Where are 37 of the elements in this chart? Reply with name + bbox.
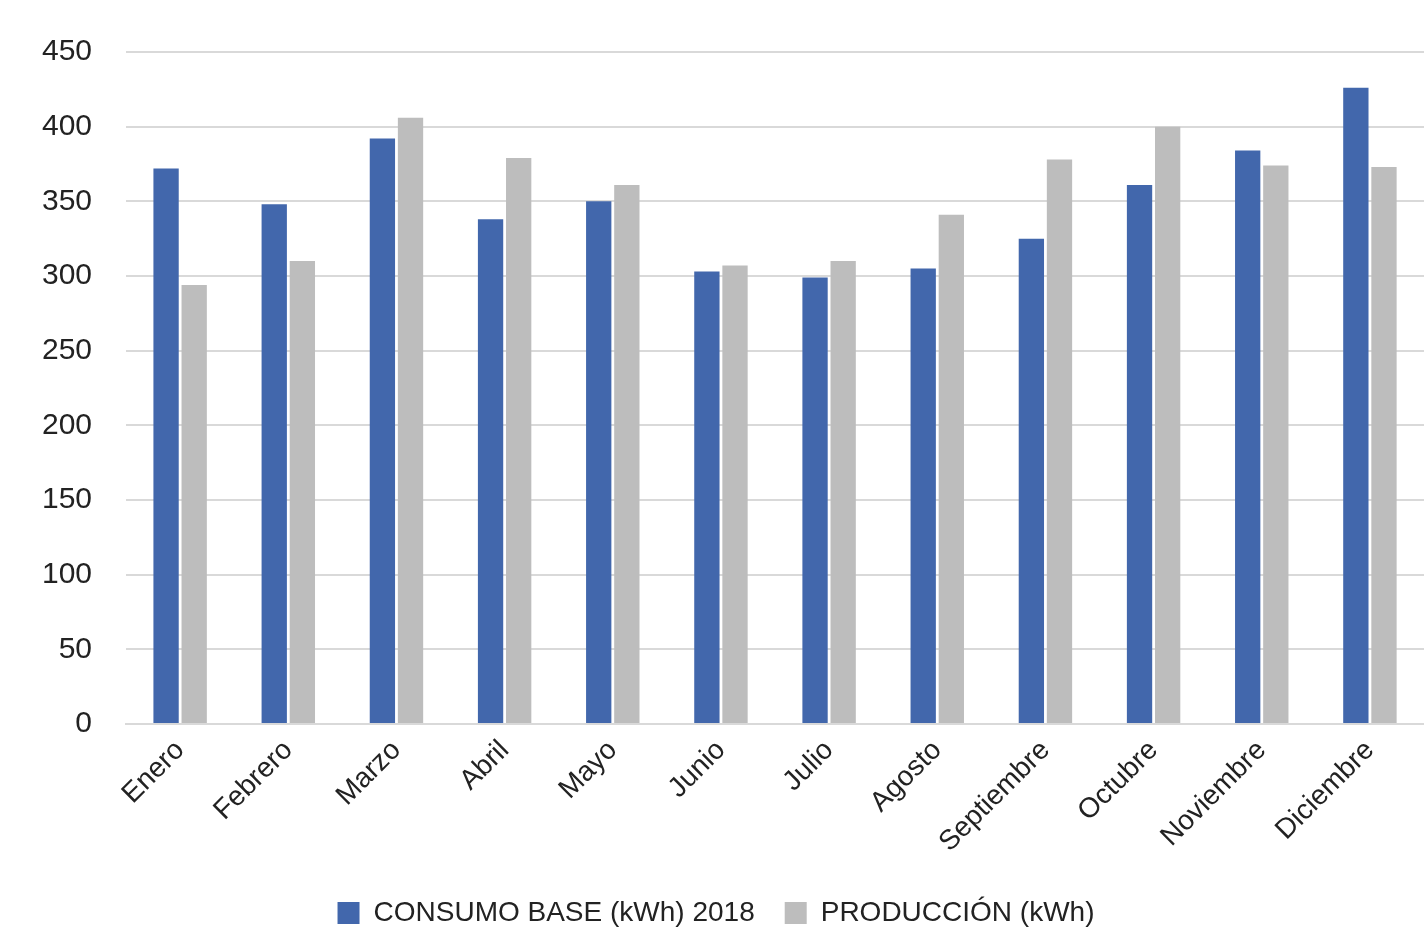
legend-label: CONSUMO BASE (kWh) 2018 [373, 895, 755, 927]
bar [910, 268, 936, 723]
bar [694, 271, 720, 723]
bar [1018, 238, 1045, 723]
y-tick-label: 350 [41, 182, 93, 216]
bar [586, 201, 612, 723]
bar [1126, 184, 1153, 723]
x-tick-label: Julio [776, 733, 839, 797]
y-tick-label: 300 [41, 257, 93, 291]
bar [1371, 166, 1397, 723]
bar [397, 117, 424, 723]
y-tick-label: 100 [41, 555, 93, 589]
y-tick-label: 0 [75, 705, 93, 739]
bar [477, 219, 504, 723]
bar [938, 214, 964, 723]
bar [722, 265, 748, 723]
bar [1263, 165, 1289, 723]
bar [369, 138, 396, 723]
bar [1155, 126, 1181, 723]
bar [1343, 87, 1369, 723]
bar [1046, 159, 1073, 723]
y-tick-label: 200 [41, 406, 93, 440]
y-tick-label: 400 [41, 107, 93, 141]
y-tick-label: 250 [41, 331, 93, 365]
y-tick-label: 50 [58, 630, 93, 664]
legend-label: PRODUCCIÓN (kWh) [820, 895, 1095, 927]
bar [261, 204, 287, 723]
bar [289, 261, 316, 723]
bar [614, 184, 640, 723]
bar [506, 158, 532, 723]
bar [181, 284, 207, 723]
y-tick-label: 450 [41, 33, 93, 67]
bar [802, 277, 828, 723]
y-tick-label: 150 [41, 481, 93, 515]
bar [1235, 150, 1261, 723]
bar [830, 261, 856, 723]
bar [153, 168, 179, 723]
